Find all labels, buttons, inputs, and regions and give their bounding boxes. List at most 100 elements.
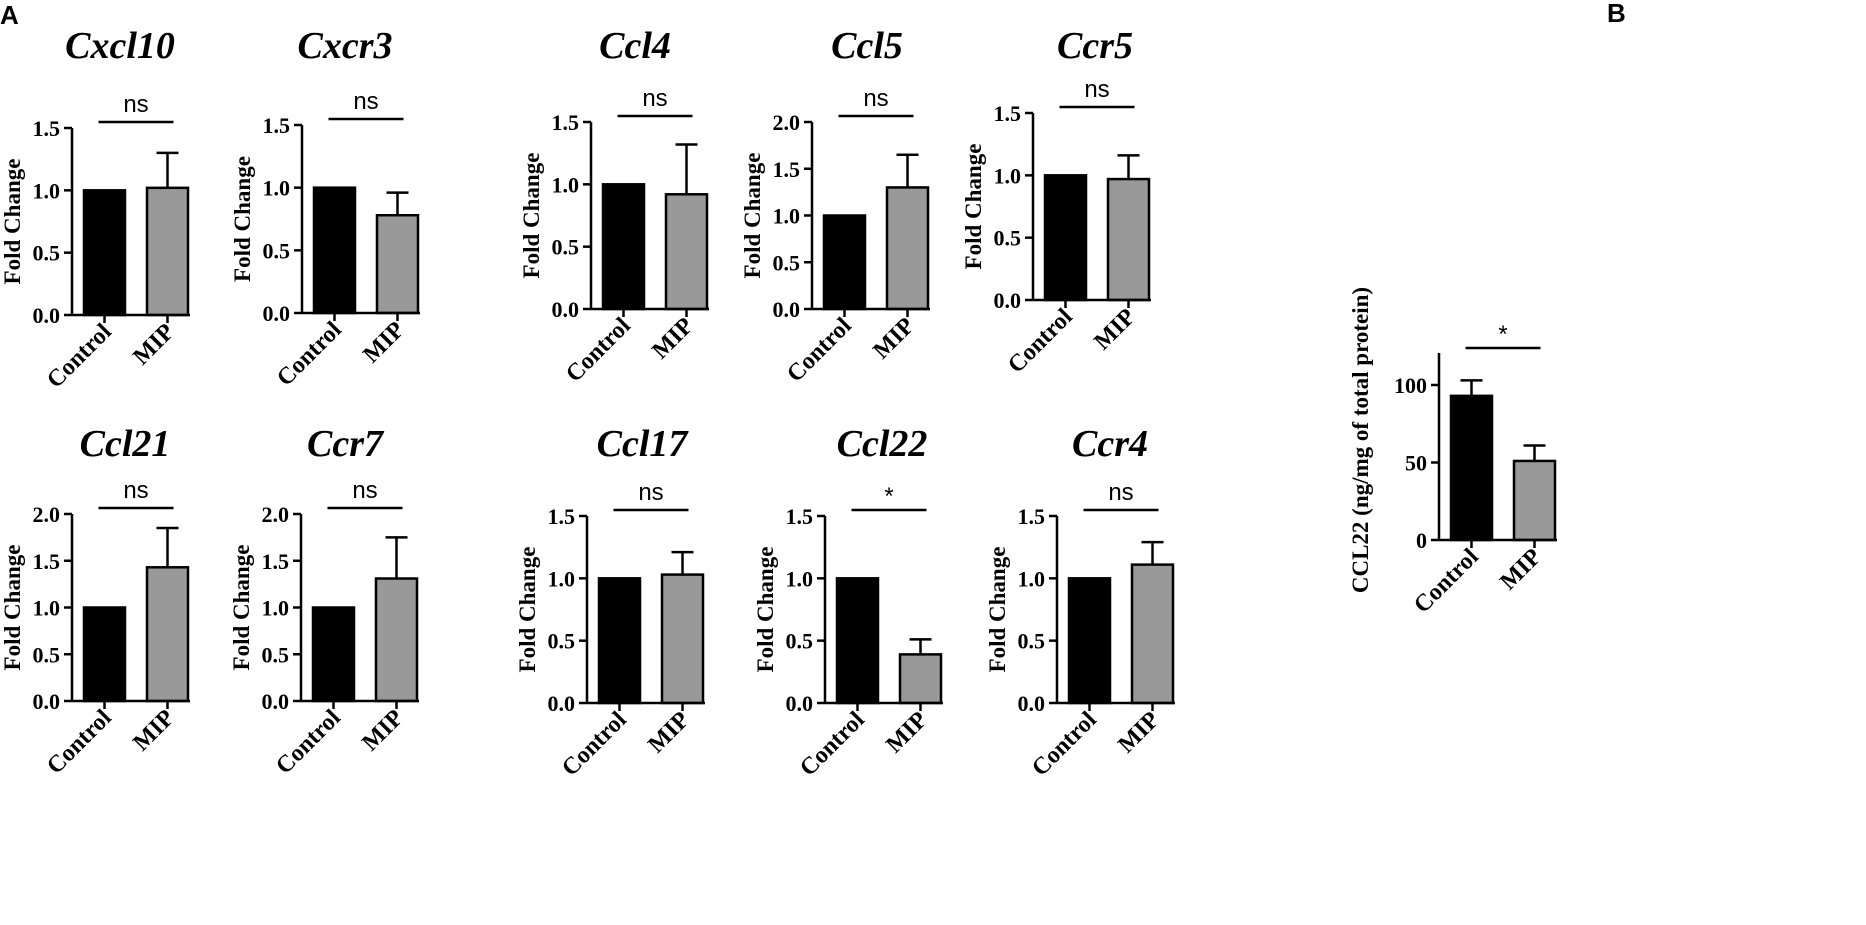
bar-control <box>82 189 127 317</box>
chart-title: Cxcl10 <box>65 25 175 67</box>
chart-title: Ccr5 <box>1057 25 1133 67</box>
bar-control <box>1449 394 1494 542</box>
bar-mip <box>660 573 705 705</box>
y-tick-label: 2.0 <box>773 110 801 135</box>
bar-control <box>1043 174 1088 302</box>
y-tick-label: 1.5 <box>552 110 580 135</box>
y-tick-label: 0.0 <box>552 297 580 322</box>
bar-mip <box>1130 563 1175 705</box>
y-tick-label: 1.5 <box>33 549 61 574</box>
chart-ccr4: Ccr4 0.0 0.5 1.0 1.5 Fold Change Control MIP ns <box>985 423 1175 782</box>
y-tick-label: 1.5 <box>994 101 1022 126</box>
chart-title: Ccr7 <box>307 423 385 465</box>
y-axis-label: Fold Change <box>519 153 544 279</box>
y-tick-label: 1.5 <box>263 113 291 138</box>
y-tick-label: 0.0 <box>33 303 61 328</box>
category-label-control: Control <box>42 705 117 780</box>
y-tick-label: 0.5 <box>552 235 580 260</box>
panel-b-label: B <box>1607 0 1626 28</box>
category-label-mip: MIP <box>128 705 179 756</box>
category-label-mip: MIP <box>357 705 408 756</box>
chart-ccl22: Ccl22 0.0 0.5 1.0 1.5 Fold Change Control MIP * <box>753 423 943 782</box>
y-axis-label: Fold Change <box>229 545 254 671</box>
bar-control <box>601 183 646 311</box>
y-tick-label: 1.5 <box>33 116 61 141</box>
bar-mip <box>145 186 190 317</box>
y-tick-label: 0.5 <box>33 642 61 667</box>
y-tick-label: 1.0 <box>786 566 814 591</box>
category-label-mip: MIP <box>868 313 919 364</box>
category-label-mip: MIP <box>1089 304 1140 355</box>
y-axis-label: Fold Change <box>985 547 1010 673</box>
chart-title: Ccl22 <box>837 423 928 465</box>
bar-mip <box>664 193 709 311</box>
y-tick-label: 1.0 <box>994 163 1022 188</box>
category-label-mip: MIP <box>1495 544 1546 595</box>
y-tick-label: 0.5 <box>33 241 61 266</box>
y-axis-label: Fold Change <box>0 545 25 671</box>
bar-control <box>1067 577 1112 705</box>
significance-label: * <box>884 483 893 510</box>
y-tick-label: 0.0 <box>262 689 290 714</box>
y-axis-label: CCL22 (ng/mg of total protein) <box>1348 287 1373 593</box>
significance-label: ns <box>1084 76 1109 103</box>
category-label-control: Control <box>782 313 857 388</box>
y-tick-label: 1.0 <box>33 596 61 621</box>
y-tick-label: 0.0 <box>33 689 61 714</box>
y-tick-label: 0.5 <box>548 629 576 654</box>
significance-label: ns <box>123 477 148 504</box>
y-tick-label: 0.5 <box>262 642 290 667</box>
y-tick-label: 0.5 <box>773 250 801 275</box>
category-label-control: Control <box>272 317 347 392</box>
chart-b-ccl22-protein: 0 50 100 CCL22 (ng/mg of total protein) Cont… <box>1348 287 1557 619</box>
category-label-mip: MIP <box>358 317 409 368</box>
chart-cxcl10: Cxcl10 0.0 0.5 1.0 1.5 Fold Change Control MIP n… <box>0 25 190 394</box>
y-tick-label: 0.5 <box>786 629 814 654</box>
category-label-mip: MIP <box>643 707 694 758</box>
y-tick-label: 0.5 <box>263 238 291 263</box>
y-tick-label: 2.0 <box>262 502 290 527</box>
significance-label: * <box>1498 321 1507 348</box>
y-axis-label: Fold Change <box>230 156 255 282</box>
category-label-mip: MIP <box>647 313 698 364</box>
chart-title: Ccr4 <box>1072 423 1148 465</box>
significance-label: ns <box>638 479 663 506</box>
y-tick-label: 1.0 <box>262 596 290 621</box>
bar-control <box>312 186 357 315</box>
category-label-control: Control <box>557 707 632 782</box>
y-axis-label: Fold Change <box>515 547 540 673</box>
significance-label: ns <box>1108 479 1133 506</box>
category-label-control: Control <box>42 319 117 394</box>
panel-a-label: A <box>0 0 19 30</box>
bar-control <box>822 214 867 311</box>
y-tick-label: 0.0 <box>994 288 1022 313</box>
chart-cxcr3: Cxcr3 0.0 0.5 1.0 1.5 Fold Change Control MIP ns <box>230 25 420 392</box>
chart-ccr5: Ccr5 0.0 0.5 1.0 1.5 Fold Change Control MIP ns <box>961 25 1151 379</box>
y-tick-label: 1.5 <box>773 157 801 182</box>
category-label-control: Control <box>1409 544 1484 619</box>
chart-title: Ccl5 <box>831 25 903 67</box>
y-tick-label: 1.0 <box>548 566 576 591</box>
y-tick-label: 1.5 <box>1018 504 1046 529</box>
bar-mip <box>145 566 190 703</box>
chart-ccl4: Ccl4 0.0 0.5 1.0 1.5 Fold Change Control MIP ns <box>519 25 709 388</box>
y-tick-label: 1.0 <box>1018 566 1046 591</box>
chart-title: Ccl4 <box>599 25 671 67</box>
significance-label: ns <box>353 88 378 115</box>
y-tick-label: 0 <box>1416 528 1427 553</box>
category-label-control: Control <box>1027 707 1102 782</box>
y-tick-label: 1.0 <box>33 178 61 203</box>
category-label-control: Control <box>271 705 346 780</box>
y-tick-label: 2.0 <box>33 502 61 527</box>
y-tick-label: 0.0 <box>786 691 814 716</box>
bar-mip <box>898 653 943 705</box>
y-tick-label: 100 <box>1394 373 1427 398</box>
y-tick-label: 1.0 <box>773 204 801 229</box>
bar-mip <box>1106 177 1151 302</box>
category-label-control: Control <box>561 313 636 388</box>
y-tick-label: 1.0 <box>263 176 291 201</box>
y-tick-label: 50 <box>1405 451 1427 476</box>
y-axis-label: Fold Change <box>961 144 986 270</box>
